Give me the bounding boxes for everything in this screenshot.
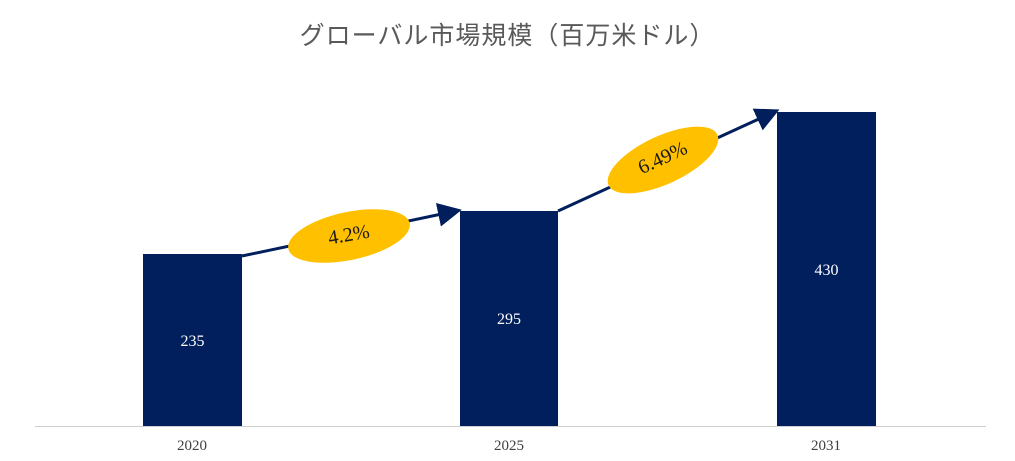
bar-2031: 430: [777, 112, 876, 426]
bar-2020: 235: [143, 254, 242, 426]
cagr-bubble-2: [607, 126, 719, 194]
bar-value-2020: 235: [180, 333, 205, 350]
x-tick-2031: 2031: [811, 438, 841, 454]
bar-2025: 295: [460, 211, 558, 426]
bar-value-2025: 295: [497, 311, 521, 328]
arrow-2020-2025: [241, 202, 462, 263]
cagr-bubble-1: [288, 209, 410, 263]
x-tick-2025: 2025: [494, 438, 524, 454]
arrow-2025-2031: [557, 108, 780, 213]
x-tick-2020: 2020: [177, 438, 207, 454]
x-axis-line: [35, 426, 986, 427]
chart-title: グローバル市場規模（百万米ドル）: [299, 21, 716, 50]
bar-value-2031: 430: [814, 262, 839, 279]
